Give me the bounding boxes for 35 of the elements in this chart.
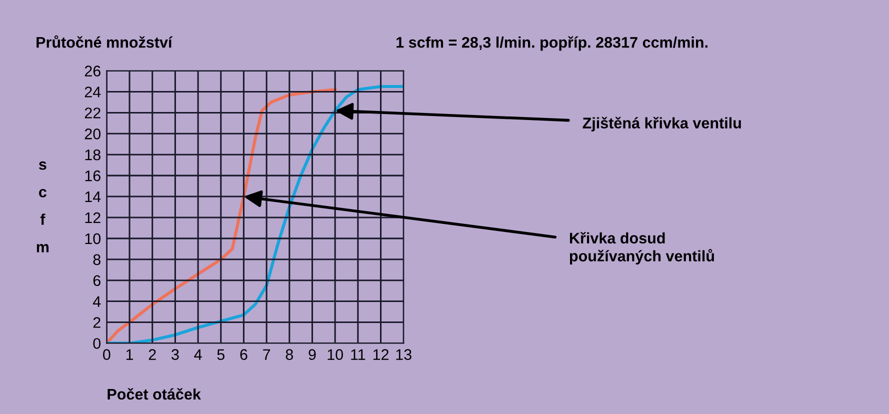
y-tick-label: 16 xyxy=(85,170,100,182)
x-tick-label: 10 xyxy=(328,349,343,360)
text: 1 scfm = 28,3 l/min. popříp. 28317 ccm/min. xyxy=(396,36,708,51)
x-tick-label: 2 xyxy=(148,349,156,360)
y-tick-label: 14 xyxy=(85,192,101,202)
x-tick-label: 8 xyxy=(286,349,293,360)
x-tick-label: 13 xyxy=(396,349,412,360)
x-tick-label: 12 xyxy=(373,349,388,360)
y-tick-label: 6 xyxy=(93,275,100,286)
y-tick-label: 10 xyxy=(85,233,101,244)
annotation: Křivka dosud používaných ventilů xyxy=(570,232,714,264)
y-tick-label: 8 xyxy=(93,254,100,266)
x-tick-label: 7 xyxy=(263,349,270,360)
x-tick-label: 0 xyxy=(103,349,110,360)
y-tick-label: 22 xyxy=(84,108,100,118)
chart-title: Průtočné množství xyxy=(36,35,173,48)
x-tick-label: 9 xyxy=(308,349,316,360)
x-axis-title: Počet otáček xyxy=(108,388,201,400)
x-tick-label: 3 xyxy=(172,349,179,360)
y-tick-label: 24 xyxy=(84,86,101,98)
x-tick-label: 5 xyxy=(217,349,224,360)
x-tick-label: 11 xyxy=(351,349,366,360)
x-tick-label: 4 xyxy=(194,349,202,360)
y-tick-label: 20 xyxy=(84,128,101,140)
line-series xyxy=(106,88,337,344)
text: scfm xyxy=(36,161,49,252)
y-tick-label: 26 xyxy=(84,66,100,76)
y-tick-label: 0 xyxy=(93,338,101,349)
y-tick-label: 2 xyxy=(93,317,100,328)
y-tick-label: 12 xyxy=(85,212,100,224)
y-tick-label: 4 xyxy=(92,296,101,307)
x-tick-label: 1 xyxy=(126,349,134,360)
annotation: Zjištěná křivka ventilu xyxy=(582,116,741,132)
y-tick-label: 18 xyxy=(85,149,100,160)
x-tick-label: 6 xyxy=(240,349,248,360)
